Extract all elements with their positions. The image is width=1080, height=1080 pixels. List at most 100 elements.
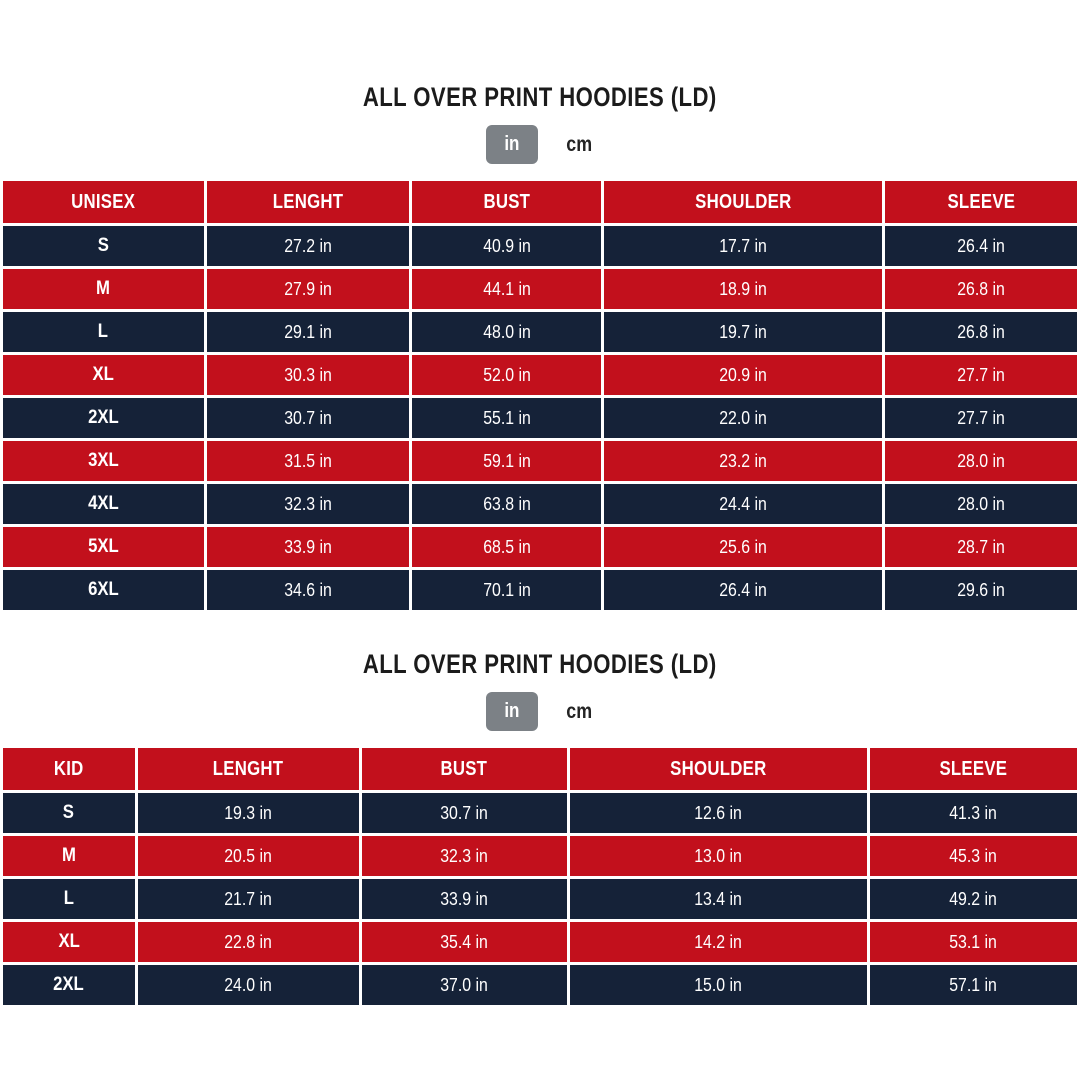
- column-header: SHOULDER: [600, 178, 886, 226]
- measurement-cell: 59.1 in: [409, 438, 604, 484]
- measurement-cell: 34.6 in: [203, 567, 413, 613]
- kid-size-table: KID LENGHT BUST SHOULDER SLEEVE S 19.3 in 30.7 …: [0, 745, 1080, 1008]
- measurement-cell: 44.1 in: [409, 266, 604, 312]
- measurement-cell: 15.0 in: [566, 962, 870, 1008]
- measurement-cell: 19.7 in: [600, 309, 886, 355]
- table-title-unisex: ALL OVER PRINT HOODIES (LD): [0, 82, 1080, 112]
- unisex-size-table: UNISEX LENGHT BUST SHOULDER SLEEVE S 27.2 in 40…: [0, 178, 1080, 613]
- column-header: LENGHT: [134, 745, 362, 793]
- measurement-cell: 20.5 in: [134, 833, 362, 879]
- column-header: BUST: [409, 178, 604, 226]
- size-label-cell: XL: [0, 352, 207, 398]
- table-row: 3XL 31.5 in 59.1 in 23.2 in 28.0 in: [0, 438, 1080, 484]
- measurement-cell: 55.1 in: [409, 395, 604, 441]
- measurement-cell: 41.3 in: [866, 790, 1080, 836]
- table-row: 6XL 34.6 in 70.1 in 26.4 in 29.6 in: [0, 567, 1080, 613]
- measurement-cell: 29.6 in: [882, 567, 1080, 613]
- measurement-cell: 33.9 in: [203, 524, 413, 570]
- measurement-cell: 45.3 in: [866, 833, 1080, 879]
- column-header: UNISEX: [0, 178, 207, 226]
- table-row: M 27.9 in 44.1 in 18.9 in 26.8 in: [0, 266, 1080, 312]
- size-label-cell: 5XL: [0, 524, 207, 570]
- unit-in-button[interactable]: in: [485, 692, 538, 731]
- size-label-cell: S: [0, 223, 207, 269]
- measurement-cell: 12.6 in: [566, 790, 870, 836]
- measurement-cell: 28.0 in: [882, 438, 1080, 484]
- table-title-text: ALL OVER PRINT HOODIES (LD): [363, 82, 717, 112]
- measurement-cell: 28.0 in: [882, 481, 1080, 527]
- column-header: LENGHT: [203, 178, 413, 226]
- measurement-cell: 48.0 in: [409, 309, 604, 355]
- table-row: S 19.3 in 30.7 in 12.6 in 41.3 in: [0, 790, 1080, 836]
- size-label-cell: L: [0, 876, 138, 922]
- measurement-cell: 22.0 in: [600, 395, 886, 441]
- unit-toggle-unisex: in cm: [0, 125, 1080, 164]
- column-header: BUST: [358, 745, 570, 793]
- measurement-cell: 28.7 in: [882, 524, 1080, 570]
- table-row: 4XL 32.3 in 63.8 in 24.4 in 28.0 in: [0, 481, 1080, 527]
- unit-cm-button[interactable]: cm: [564, 700, 594, 724]
- measurement-cell: 30.7 in: [358, 790, 570, 836]
- measurement-cell: 27.7 in: [882, 395, 1080, 441]
- size-label-cell: XL: [0, 919, 138, 965]
- measurement-cell: 31.5 in: [203, 438, 413, 484]
- measurement-cell: 33.9 in: [358, 876, 570, 922]
- size-label-cell: S: [0, 790, 138, 836]
- measurement-cell: 21.7 in: [134, 876, 362, 922]
- table-row: XL 30.3 in 52.0 in 20.9 in 27.7 in: [0, 352, 1080, 398]
- unit-in-label: in: [504, 700, 520, 722]
- measurement-cell: 19.3 in: [134, 790, 362, 836]
- size-label-cell: 4XL: [0, 481, 207, 527]
- measurement-cell: 26.8 in: [882, 266, 1080, 312]
- table-row: 2XL 30.7 in 55.1 in 22.0 in 27.7 in: [0, 395, 1080, 441]
- measurement-cell: 30.7 in: [203, 395, 413, 441]
- size-label-cell: 6XL: [0, 567, 207, 613]
- measurement-cell: 25.6 in: [600, 524, 886, 570]
- measurement-cell: 23.2 in: [600, 438, 886, 484]
- size-chart-page: ALL OVER PRINT HOODIES (LD) in cm UNISEX…: [0, 84, 1080, 1008]
- header-row: KID LENGHT BUST SHOULDER SLEEVE: [0, 745, 1080, 793]
- measurement-cell: 52.0 in: [409, 352, 604, 398]
- measurement-cell: 26.8 in: [882, 309, 1080, 355]
- measurement-cell: 57.1 in: [866, 962, 1080, 1008]
- size-label-cell: 3XL: [0, 438, 207, 484]
- measurement-cell: 35.4 in: [358, 919, 570, 965]
- measurement-cell: 32.3 in: [358, 833, 570, 879]
- unit-in-label: in: [504, 133, 520, 155]
- table-row: 2XL 24.0 in 37.0 in 15.0 in 57.1 in: [0, 962, 1080, 1008]
- table-row: M 20.5 in 32.3 in 13.0 in 45.3 in: [0, 833, 1080, 879]
- measurement-cell: 26.4 in: [600, 567, 886, 613]
- table-row: L 29.1 in 48.0 in 19.7 in 26.8 in: [0, 309, 1080, 355]
- column-header: SHOULDER: [566, 745, 870, 793]
- measurement-cell: 13.4 in: [566, 876, 870, 922]
- unit-cm-label: cm: [566, 699, 592, 723]
- header-row: UNISEX LENGHT BUST SHOULDER SLEEVE: [0, 178, 1080, 226]
- measurement-cell: 17.7 in: [600, 223, 886, 269]
- table-row: 5XL 33.9 in 68.5 in 25.6 in 28.7 in: [0, 524, 1080, 570]
- measurement-cell: 37.0 in: [358, 962, 570, 1008]
- measurement-cell: 18.9 in: [600, 266, 886, 312]
- size-label-cell: M: [0, 833, 138, 879]
- unit-in-button[interactable]: in: [485, 125, 538, 164]
- measurement-cell: 53.1 in: [866, 919, 1080, 965]
- measurement-cell: 14.2 in: [566, 919, 870, 965]
- table-row: S 27.2 in 40.9 in 17.7 in 26.4 in: [0, 223, 1080, 269]
- measurement-cell: 68.5 in: [409, 524, 604, 570]
- unit-cm-button[interactable]: cm: [564, 133, 594, 157]
- size-label-cell: 2XL: [0, 962, 138, 1008]
- measurement-cell: 30.3 in: [203, 352, 413, 398]
- table-title-kid: ALL OVER PRINT HOODIES (LD): [0, 649, 1080, 679]
- column-header: SLEEVE: [882, 178, 1080, 226]
- table-title-text: ALL OVER PRINT HOODIES (LD): [363, 649, 717, 679]
- measurement-cell: 70.1 in: [409, 567, 604, 613]
- measurement-cell: 40.9 in: [409, 223, 604, 269]
- measurement-cell: 26.4 in: [882, 223, 1080, 269]
- measurement-cell: 63.8 in: [409, 481, 604, 527]
- table-row: XL 22.8 in 35.4 in 14.2 in 53.1 in: [0, 919, 1080, 965]
- measurement-cell: 27.2 in: [203, 223, 413, 269]
- size-label-cell: L: [0, 309, 207, 355]
- measurement-cell: 29.1 in: [203, 309, 413, 355]
- size-label-cell: 2XL: [0, 395, 207, 441]
- measurement-cell: 27.9 in: [203, 266, 413, 312]
- measurement-cell: 13.0 in: [566, 833, 870, 879]
